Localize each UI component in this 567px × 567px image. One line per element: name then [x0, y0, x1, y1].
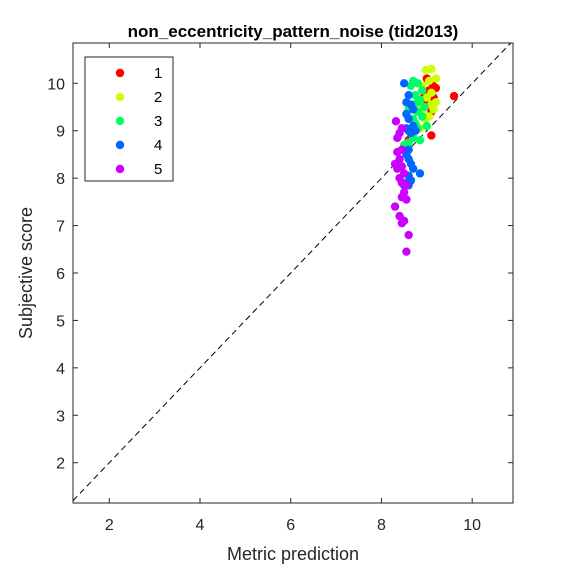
legend-items: 1 2 3 4 5	[115, 65, 162, 178]
x-tick-label: 8	[377, 517, 386, 534]
data-point-series-5	[397, 219, 407, 228]
data-point-series-2	[422, 93, 432, 102]
legend-label-4: 4	[154, 137, 162, 154]
y-axis-label: Subjective score	[16, 207, 36, 339]
data-point-series-3	[415, 136, 425, 145]
legend-box	[84, 56, 174, 182]
data-point-series-3	[418, 112, 427, 121]
y-tick-label: 5	[56, 313, 65, 330]
x-tick-label: 2	[105, 517, 114, 534]
data-point-series-2	[427, 100, 436, 109]
y-tick-label: 2	[56, 456, 65, 473]
legend-label-5: 5	[154, 161, 162, 178]
y-tick-label: 8	[56, 171, 65, 188]
data-point-series-5	[393, 133, 402, 143]
legend-label-1: 1	[154, 65, 162, 82]
data-point-series-5	[402, 181, 411, 190]
x-tick-label: 6	[286, 517, 295, 534]
data-point-series-4	[404, 90, 413, 100]
legend-label-2: 2	[154, 89, 162, 106]
y-tick-label: 7	[56, 219, 65, 236]
x-axis-label: Metric prediction	[227, 544, 359, 564]
data-point-series-5	[393, 147, 402, 157]
data-point-series-3	[418, 86, 427, 95]
data-point-series-4	[409, 105, 418, 114]
y-tick-label: 6	[56, 266, 65, 283]
data-point-series-2	[421, 65, 431, 75]
data-point-series-3	[420, 102, 429, 112]
legend-marker-2	[115, 92, 125, 102]
y-tick-label: 9	[56, 124, 65, 141]
legend-marker-3	[115, 116, 125, 126]
data-point-series-1	[427, 131, 436, 140]
data-point-series-3	[413, 98, 422, 107]
legend-label-3: 3	[154, 113, 162, 130]
data-point-series-4	[406, 128, 416, 138]
data-point-series-5	[391, 117, 401, 126]
data-point-series-4	[415, 169, 425, 178]
x-axis-ticks: 2 4 6 8 10	[105, 43, 481, 534]
y-axis-ticks: 2 3 4 5 6 7 8 9 10	[47, 76, 513, 473]
chart-title: non_eccentricity_pattern_noise (tid2013)	[128, 22, 459, 41]
data-point-series-5	[404, 230, 413, 240]
x-tick-label: 4	[196, 517, 205, 534]
data-point-series-4	[409, 164, 418, 173]
legend-marker-4	[115, 140, 125, 150]
data-points	[390, 64, 459, 256]
data-point-series-3	[413, 79, 422, 88]
legend-marker-5	[115, 164, 125, 174]
data-point-series-5	[402, 247, 411, 256]
data-point-series-5	[393, 164, 402, 173]
data-point-series-1	[449, 91, 459, 101]
identity-reference-line	[72, 42, 512, 501]
y-tick-label: 4	[56, 361, 65, 378]
data-point-series-3	[422, 121, 432, 131]
data-point-series-2	[431, 74, 441, 83]
data-point-series-5	[402, 195, 411, 204]
y-tick-label: 10	[47, 76, 65, 93]
data-point-series-3	[406, 81, 416, 90]
data-point-series-4	[404, 114, 413, 124]
data-point-series-2	[424, 76, 434, 86]
legend: 1 2 3 4 5	[84, 56, 174, 182]
x-tick-label: 10	[463, 517, 481, 534]
data-point-series-4	[399, 79, 409, 88]
legend-marker-1	[115, 68, 125, 78]
data-point-series-5	[390, 202, 400, 211]
y-tick-label: 3	[56, 408, 65, 425]
